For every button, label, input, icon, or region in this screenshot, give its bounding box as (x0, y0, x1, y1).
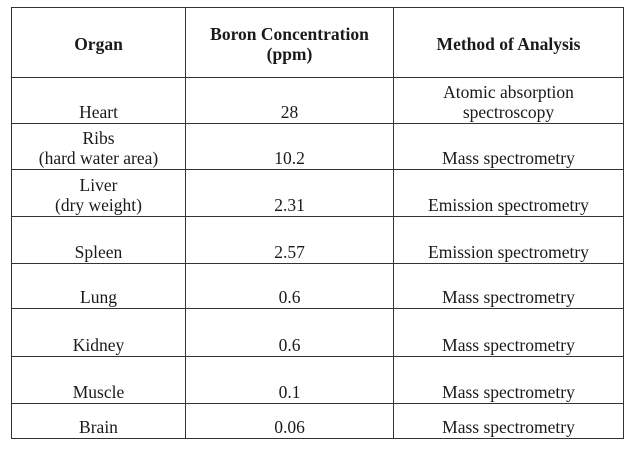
header-text: Method of Analysis (436, 34, 581, 54)
header-concentration: Boron Concentration (ppm) (185, 7, 394, 78)
header-text: Organ (74, 34, 123, 54)
table-row: Heart 28 Atomic absorption spectroscopy (11, 77, 624, 124)
header-method: Method of Analysis (393, 7, 624, 78)
header-text: Boron Concentration (210, 24, 369, 44)
cell-method: Atomic absorption spectroscopy (393, 77, 624, 124)
cell-concentration: 0.1 (185, 356, 394, 404)
cell-organ-text: Kidney (72, 335, 125, 355)
cell-method-text: Mass spectrometry (442, 382, 575, 402)
table-row: Muscle 0.1 Mass spectrometry (11, 356, 624, 404)
cell-concentration: 0.6 (185, 308, 394, 357)
cell-concentration: 0.06 (185, 403, 394, 439)
cell-organ-text: Brain (79, 417, 118, 437)
cell-method-text: Mass spectrometry (442, 417, 575, 437)
cell-organ: Lung (11, 263, 186, 309)
table-row: Liver (dry weight) 2.31 Emission spectromet… (11, 169, 624, 217)
cell-organ-text: Lung (80, 287, 117, 307)
cell-method-text: spectroscopy (462, 102, 555, 122)
cell-organ-text: Ribs (82, 128, 115, 148)
cell-method: Mass spectrometry (393, 123, 624, 170)
header-text: (ppm) (266, 44, 313, 64)
cell-organ: Brain (11, 403, 186, 439)
cell-organ: Ribs (hard water area) (11, 123, 186, 170)
cell-method-text: Mass spectrometry (442, 148, 575, 168)
cell-method-text: Mass spectrometry (442, 335, 575, 355)
cell-method: Emission spectrometry (393, 216, 624, 264)
cell-method: Mass spectrometry (393, 356, 624, 404)
cell-organ-text: (dry weight) (55, 195, 142, 215)
table-row: Ribs (hard water area) 10.2 Mass spectromet… (11, 123, 624, 170)
cell-organ-text: Spleen (74, 242, 123, 262)
table-row: Lung 0.6 Mass spectrometry (11, 263, 624, 309)
cell-concentration: 2.57 (185, 216, 394, 264)
table-row: Kidney 0.6 Mass spectrometry (11, 308, 624, 357)
cell-method: Mass spectrometry (393, 403, 624, 439)
table-row: Brain 0.06 Mass spectrometry (11, 403, 624, 439)
cell-organ: Muscle (11, 356, 186, 404)
cell-organ: Spleen (11, 216, 186, 264)
cell-organ-text: Muscle (72, 382, 125, 402)
cell-concentration: 2.31 (185, 169, 394, 217)
cell-concentration: 28 (185, 77, 394, 124)
header-row: Organ Boron Concentration (ppm) Method of… (11, 7, 624, 78)
cell-organ: Kidney (11, 308, 186, 357)
header-organ: Organ (11, 7, 186, 78)
cell-method: Mass spectrometry (393, 308, 624, 357)
table-row: Spleen 2.57 Emission spectrometry (11, 216, 624, 264)
cell-organ: Liver (dry weight) (11, 169, 186, 217)
cell-method: Mass spectrometry (393, 263, 624, 309)
cell-method-text: Mass spectrometry (442, 287, 575, 307)
cell-concentration: 0.6 (185, 263, 394, 309)
cell-organ-text: Heart (79, 102, 118, 122)
cell-organ-text: Liver (79, 175, 118, 195)
cell-organ: Heart (11, 77, 186, 124)
cell-method-text: Atomic absorption (443, 82, 574, 102)
boron-concentration-table: Organ Boron Concentration (ppm) Method of… (11, 7, 624, 439)
cell-method-text: Emission spectrometry (428, 242, 589, 262)
cell-organ-text: (hard water area) (38, 148, 159, 168)
cell-method-text: Emission spectrometry (428, 195, 589, 215)
cell-concentration: 10.2 (185, 123, 394, 170)
cell-method: Emission spectrometry (393, 169, 624, 217)
